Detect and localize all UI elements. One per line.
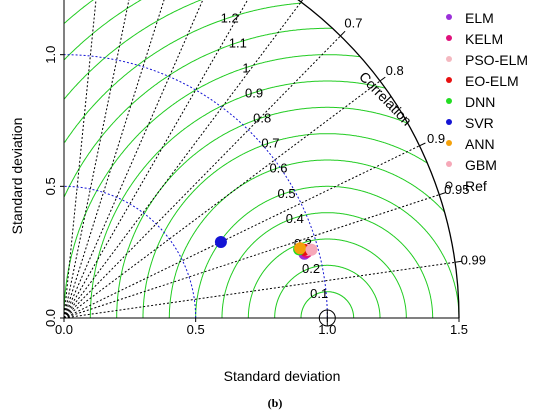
corr-line-9 [63,194,440,319]
y-axis-label: Standard deviation [9,118,25,235]
legend-marker-pso-elm [446,56,452,62]
rms-label-9: 1 [242,61,249,76]
correlation-lines [63,0,462,319]
corr-tick-label-8: 0.9 [427,131,445,146]
corr-line-8 [63,145,420,319]
legend-label-eo-elm: EO-ELM [465,73,519,89]
legend-label-ref: Ref [465,178,487,194]
rms-label-11: 1.2 [221,11,239,26]
x-axis-label: Standard deviation [224,368,341,384]
corr-tick-10 [455,260,462,263]
legend-marker-kelm [446,35,452,41]
legend-label-kelm: KELM [465,31,503,47]
legend-marker-gbm [446,161,452,167]
legend-label-dnn: DNN [465,94,495,110]
rms-label-6: 0.7 [261,136,279,151]
rms-label-3: 0.4 [286,211,304,226]
outer-arc [297,0,460,319]
rms-contour-13 [64,0,142,60]
corr-line-10 [63,261,456,319]
corr-line-3 [63,0,204,319]
x-tick-label-2: 1.0 [318,322,336,337]
rms-contour-2 [247,238,407,318]
rms-contour-8 [89,80,385,318]
rms-label-0: 0.1 [310,286,328,301]
x-tick-label-3: 1.5 [450,322,468,337]
rms-label-4: 0.5 [278,186,296,201]
axes: 0.00.00.50.51.01.01.51.5 [43,0,468,337]
corr-line-6 [63,35,341,319]
rms-contour-4 [195,185,460,318]
rms-contour-1 [274,264,381,318]
corr-tick-label-7: 0.8 [386,63,404,78]
rms-contour-11 [64,2,302,143]
x-tick-label-0: 0.0 [55,322,73,337]
rms-contour-0 [300,291,355,318]
rms-label-1: 0.2 [302,261,320,276]
corr-line-7 [63,80,381,319]
rms-label-7: 0.8 [253,111,271,126]
x-tick-label-1: 0.5 [187,322,205,337]
rms-contour-5 [168,159,445,318]
sd-arc-0 [63,185,197,319]
model-point-svr [214,236,227,248]
rms-contour-9 [63,54,360,318]
y-tick-label-1: 0.5 [43,177,58,195]
corr-line-0 [63,0,97,319]
legend-marker-dnn [446,98,452,104]
legend-label-ann: ANN [465,136,495,152]
corr-tick-5 [300,0,304,3]
correlation-labels: 0.10.20.30.40.50.60.70.80.90.950.99 [344,16,486,268]
corr-tick-7 [379,76,386,82]
legend: ELM KELM PSO-ELM EO-ELM DNN SVR ANN GBM Ref [445,10,528,194]
corr-line-4 [63,0,249,319]
legend-label-gbm: GBM [465,157,497,173]
legend-marker-ann [446,140,452,146]
model-points [214,236,336,327]
model-point-gbm [305,243,318,256]
corr-line-1 [63,0,130,319]
legend-marker-ref [445,181,453,189]
corr-tick-label-6: 0.7 [344,16,362,31]
rms-labels: 0.10.20.30.40.50.60.70.80.911.11.21.31.4… [212,0,328,301]
legend-label-pso-elm: PSO-ELM [465,52,528,68]
rms-label-8: 0.9 [245,86,263,101]
corr-tick-label-10: 0.99 [461,253,486,268]
figure-caption: (b) [267,396,283,410]
legend-marker-svr [446,119,452,125]
rms-contour-6 [142,133,428,318]
sd-arcs [63,54,328,319]
corr-line-5 [63,1,302,319]
rms-contour-7 [116,106,408,318]
y-tick-label-0: 0.0 [43,309,58,327]
rms-label-10: 1.1 [229,36,247,51]
corr-tick-label-9: 0.95 [444,182,469,197]
corr-line-2 [63,0,165,319]
rms-contour-3 [221,212,434,318]
legend-marker-elm [446,14,452,20]
y-tick-label-2: 1.0 [43,46,58,64]
rms-label-5: 0.6 [269,161,287,176]
rms-contour-12 [63,0,202,100]
sd-arc-1 [63,54,328,319]
rms-contours [63,0,460,318]
model-point-ann [294,242,307,255]
legend-label-svr: SVR [465,115,494,131]
legend-label-elm: ELM [465,10,494,26]
legend-marker-eo-elm [446,77,452,83]
rms-contour-10 [63,27,333,197]
corr-tick-6 [340,30,346,37]
corr-tick-9 [439,192,446,196]
corr-tick-8 [419,142,426,147]
rms-contour-14 [63,0,94,24]
